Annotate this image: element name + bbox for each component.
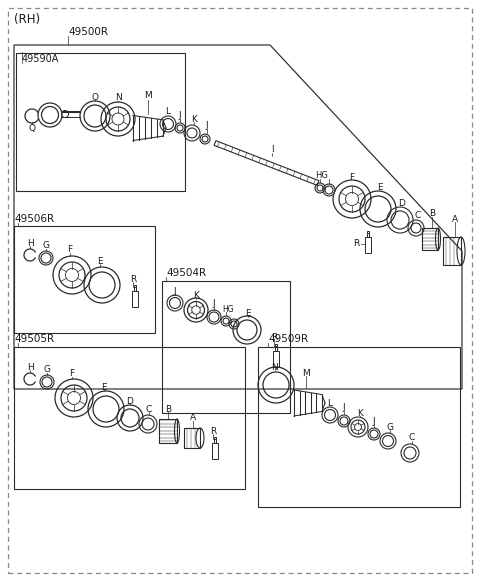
Text: H: H <box>26 363 34 371</box>
Text: HG: HG <box>315 171 328 181</box>
Text: D: D <box>127 396 133 406</box>
Text: C: C <box>146 404 152 414</box>
Text: A: A <box>190 414 196 422</box>
Text: F: F <box>67 245 72 253</box>
Bar <box>367 231 369 233</box>
Text: R: R <box>130 274 136 284</box>
Text: K: K <box>191 114 197 124</box>
Text: 49504R: 49504R <box>166 268 206 278</box>
Text: 49500R: 49500R <box>68 27 108 37</box>
Text: 49509R: 49509R <box>268 334 308 344</box>
Bar <box>273 350 279 367</box>
Text: E: E <box>377 184 383 192</box>
Text: D: D <box>398 199 406 209</box>
Bar <box>184 428 200 448</box>
Text: H: H <box>26 238 34 248</box>
Text: L: L <box>166 107 170 117</box>
Text: N: N <box>272 363 278 371</box>
Text: C: C <box>415 211 421 221</box>
Bar <box>275 344 276 346</box>
Text: G: G <box>386 422 394 432</box>
Text: F: F <box>349 173 355 181</box>
Text: E: E <box>97 256 103 266</box>
Text: N: N <box>115 94 121 102</box>
Bar <box>132 291 138 307</box>
Text: C: C <box>409 433 415 443</box>
Text: J: J <box>179 112 181 120</box>
Bar <box>422 228 438 250</box>
Text: (RH): (RH) <box>14 13 40 27</box>
Text: 49590A: 49590A <box>22 54 60 64</box>
Bar <box>212 443 218 459</box>
Text: J: J <box>206 121 208 131</box>
Bar <box>159 419 177 443</box>
Bar <box>134 285 135 287</box>
Text: O: O <box>92 92 98 102</box>
Text: G: G <box>44 365 50 375</box>
Bar <box>214 439 216 443</box>
Text: J: J <box>372 417 375 425</box>
Text: B: B <box>165 404 171 414</box>
Text: K: K <box>193 292 199 300</box>
Bar <box>365 237 371 253</box>
Text: M: M <box>302 368 310 378</box>
Text: R: R <box>271 332 277 342</box>
Text: F: F <box>70 370 74 378</box>
Bar <box>214 437 216 439</box>
Text: A: A <box>452 214 458 224</box>
Text: M: M <box>144 91 152 101</box>
Bar <box>275 346 277 350</box>
Text: R: R <box>210 426 216 436</box>
Text: L: L <box>327 399 333 407</box>
Text: J: J <box>174 286 176 296</box>
Text: J: J <box>343 403 345 413</box>
Text: B: B <box>429 210 435 218</box>
Text: I: I <box>271 145 273 153</box>
Bar <box>367 233 369 237</box>
Bar <box>443 237 461 265</box>
Text: R: R <box>353 239 359 249</box>
Text: J: J <box>213 299 216 309</box>
Text: E: E <box>101 382 107 392</box>
Text: E: E <box>245 310 251 318</box>
Text: K: K <box>357 408 363 418</box>
Text: 49506R: 49506R <box>14 214 54 224</box>
Text: HG: HG <box>222 304 234 314</box>
Text: Q: Q <box>28 124 36 132</box>
Text: 49505R: 49505R <box>14 334 54 344</box>
Text: G: G <box>43 242 49 250</box>
Bar <box>134 287 136 291</box>
